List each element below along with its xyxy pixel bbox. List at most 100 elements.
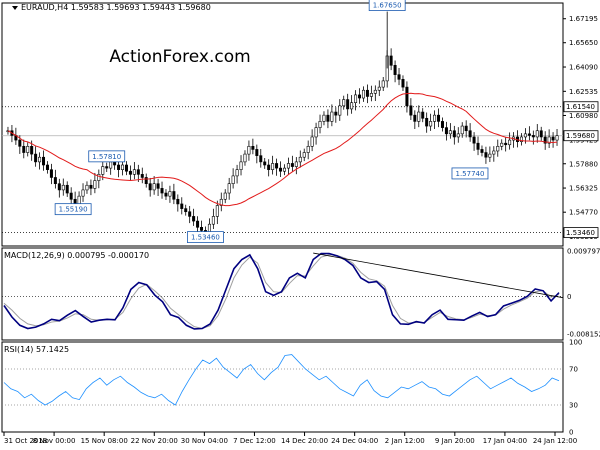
candle-body — [255, 149, 259, 156]
candle-body — [298, 156, 302, 163]
dropdown-icon[interactable] — [12, 5, 18, 10]
candle-body — [413, 114, 417, 122]
annotation-box — [187, 231, 224, 244]
annotation-label: 1.67650 — [373, 2, 402, 10]
macd-trendline — [313, 252, 564, 299]
candle-body — [180, 203, 184, 209]
candle-body — [543, 136, 547, 144]
rsi-tick-label: 70 — [569, 366, 578, 374]
candle-body — [361, 89, 365, 99]
candle-body — [164, 192, 168, 197]
candle-body — [500, 142, 504, 147]
macd-tick-label: 0 — [567, 293, 571, 301]
candle-body — [496, 146, 500, 152]
candle-body — [18, 139, 22, 147]
candle-body — [539, 130, 543, 138]
candle-body — [535, 130, 539, 138]
candle-body — [196, 220, 200, 228]
x-tick-label: 9 Jan 20:00 — [435, 437, 475, 445]
candle-body — [172, 191, 176, 200]
candle-body — [271, 163, 275, 170]
candle-body — [136, 169, 140, 175]
x-tick-label: 24 Jan 12:00 — [533, 437, 577, 445]
candle-body — [215, 205, 219, 217]
panel-frame-1 — [1, 247, 564, 341]
candle-body — [53, 177, 57, 184]
candle-body — [239, 161, 243, 170]
rsi-line — [3, 354, 560, 406]
candle-body — [547, 136, 551, 144]
candle-body — [444, 127, 448, 135]
candle-body — [389, 55, 393, 66]
candle-body — [350, 102, 354, 110]
macd-tick-label: -0.008152 — [567, 330, 600, 338]
candle-body — [124, 164, 128, 172]
candle-body — [397, 74, 401, 80]
candle-body — [26, 146, 30, 153]
rsi-tick-label: 100 — [569, 339, 582, 347]
annotation-box — [88, 150, 126, 163]
x-tick-label: 14 Dec 20:00 — [281, 437, 328, 445]
annotation-box — [54, 203, 92, 216]
candle-body — [437, 114, 441, 122]
annotation-box — [368, 0, 406, 11]
annotation-box — [451, 167, 489, 180]
candle-body — [109, 161, 113, 169]
price-tick-label: 1.60980 — [569, 112, 598, 120]
x-tick-label: 8 Nov 00:00 — [33, 437, 76, 445]
candle-body — [531, 135, 535, 138]
price-tag-label: 1.53460 — [566, 229, 595, 237]
candle-body — [460, 125, 464, 135]
candle-body — [282, 167, 286, 172]
candle-body — [188, 211, 192, 217]
candle-body — [200, 227, 204, 231]
candle-body — [519, 136, 523, 142]
candle-body — [314, 127, 318, 138]
x-tick-label: 2 Jan 12:00 — [385, 437, 425, 445]
panel-frame-2 — [1, 341, 564, 433]
candle-body — [113, 161, 117, 166]
rsi-tick-label: 30 — [569, 402, 578, 410]
candle-body — [93, 180, 97, 189]
candle-body — [338, 105, 342, 116]
candle-body — [243, 153, 247, 163]
x-tick-label: 15 Nov 08:00 — [81, 437, 128, 445]
rsi-title: RSI(14) 57.1425 — [4, 345, 70, 354]
candle-body — [365, 89, 369, 97]
price-tick-label: 1.64090 — [569, 64, 598, 72]
candle-body — [555, 135, 559, 141]
candle-body — [354, 94, 358, 103]
annotation-label: 1.55190 — [59, 206, 88, 214]
candle-body — [101, 166, 105, 175]
candle-body — [275, 163, 279, 169]
candle-body — [176, 198, 180, 205]
candle-body — [34, 153, 38, 163]
price-tick-label: 1.67195 — [569, 15, 598, 23]
candle-body — [279, 167, 283, 172]
candle-body — [290, 163, 294, 167]
annotation-label: 1.57740 — [455, 170, 484, 178]
candle-body — [156, 183, 160, 189]
candle-body — [425, 117, 429, 127]
price-tag-box — [563, 227, 599, 239]
candle-body — [97, 174, 101, 181]
candle-body — [484, 152, 488, 158]
candle-body — [401, 79, 405, 88]
candle-body — [302, 152, 306, 158]
candle-body — [358, 94, 362, 99]
annotation-label: 1.57810 — [92, 153, 121, 161]
candle-body — [231, 175, 235, 184]
candle-body — [373, 89, 377, 94]
candle-body — [369, 93, 373, 97]
candle-body — [393, 65, 397, 75]
macd-title: MACD(12,26,9) 0.000795 -0.000170 — [4, 251, 150, 260]
candle-body — [105, 166, 109, 169]
x-tick-label: 17 Jan 04:00 — [483, 437, 527, 445]
symbol-line: EURAUD,H4 1.59583 1.59693 1.59443 1.5968… — [21, 3, 211, 12]
annotation-label: 1.53460 — [191, 234, 220, 242]
x-tick-label: 31 Oct 2018 — [4, 437, 47, 445]
candle-body — [468, 130, 472, 138]
candle-body — [49, 169, 53, 178]
symbol-header: EURAUD,H4 1.59583 1.59693 1.59443 1.5968… — [12, 3, 211, 12]
